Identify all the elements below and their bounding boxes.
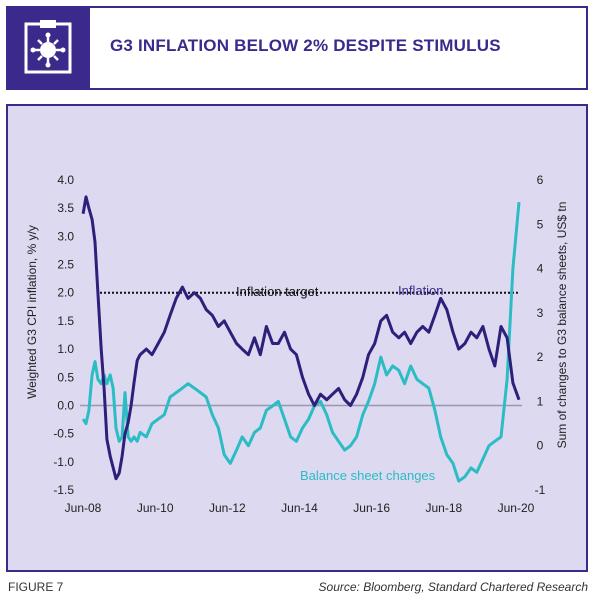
x-tick: Jun-14 [281,501,318,515]
source-note: Source: Bloomberg, Standard Chartered Re… [318,580,588,594]
y-tick-right: 6 [537,173,544,187]
y-tick-right: 2 [537,350,544,364]
y-tick-right: 3 [537,306,544,320]
y-tick-right: 4 [537,262,544,276]
y-tick-left: -1.0 [53,455,74,469]
y-tick-right: 5 [537,217,544,231]
y-tick-left: 3.0 [57,229,74,243]
y-tick-left: -0.5 [53,427,74,441]
y-tick-left: 2.0 [57,286,74,300]
annotation-inflation: Inflation [398,283,444,298]
series-line-balance-sheet-changes [81,201,521,483]
annotation-balance-sheet-changes: Balance sheet changes [300,468,436,483]
x-tick: Jun-12 [209,501,246,515]
x-tick: Jun-20 [498,501,535,515]
y-tick-left: 4.0 [57,173,74,187]
y-tick-left: 1.5 [57,314,74,328]
y-tick-right: 1 [537,394,544,408]
y-tick-left: 1.0 [57,342,74,356]
annotation-inflation-target: Inflation target [236,284,319,299]
left-axis-ticks: 4.0 3.5 3.0 2.5 2.0 1.5 1.0 0.5 0.0 -0.5 -1.0 -1.5 [53,173,74,497]
page-title: G3 INFLATION BELOW 2% DESPITE STIMULUS [110,36,501,55]
x-tick: Jun-18 [425,501,462,515]
y-tick-left: 0.0 [57,398,74,412]
figure-label: FIGURE 7 [8,580,64,594]
y-tick-left: 0.5 [57,370,74,384]
x-axis-ticks: Jun-08 Jun-10 Jun-12 Jun-14 Jun-16 Jun-18 Jun-… [65,501,535,515]
right-axis-ticks: 6 5 4 3 2 1 0 -1 [535,173,546,497]
x-tick: Jun-10 [137,501,174,515]
y-tick-left: 3.5 [57,201,74,215]
virus-icon [6,6,90,90]
y-tick-right: -1 [535,483,546,497]
y-axis-left-title: Weighted G3 CPI inflation, % y/y [25,225,39,399]
title-banner [6,6,588,90]
series-line-inflation [81,195,521,481]
y-tick-left: 2.5 [57,258,74,272]
x-tick: Jun-16 [353,501,390,515]
chart-panel [6,104,588,572]
y-tick-right: 0 [537,439,544,453]
x-tick: Jun-08 [65,501,102,515]
y-tick-left: -1.5 [53,483,74,497]
y-axis-right-title: Sum of changes to G3 balance sheets, US$… [555,202,569,449]
